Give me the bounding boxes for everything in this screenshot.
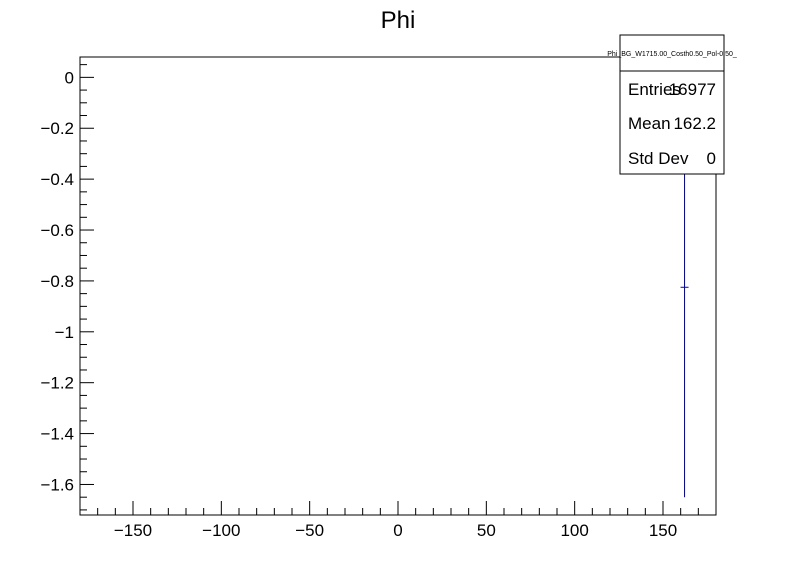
x-tick-label: −100	[202, 521, 240, 540]
y-tick-label: −1	[55, 323, 74, 342]
x-tick-label: −50	[295, 521, 324, 540]
stats-stddev-value: 0	[707, 149, 716, 168]
x-tick-label: −150	[114, 521, 152, 540]
stats-stddev-label: Std Dev	[628, 149, 689, 168]
chart-title: Phi	[381, 7, 416, 34]
x-tick-label: 50	[477, 521, 496, 540]
y-tick-label: −1.4	[40, 425, 74, 444]
stats-box: Phi_BG_W1715.00_Costh0.50_Pol-0.50_ Entr…	[607, 34, 737, 175]
stats-mean-label: Mean	[628, 114, 671, 133]
x-tick-label: 150	[649, 521, 677, 540]
stats-mean-value: 162.2	[673, 114, 716, 133]
y-axis: 0 −0.2 −0.4 −0.6 −0.8 −1 −1.2 −1.4 −1.6	[40, 64, 94, 511]
y-tick-label: −0.4	[40, 170, 74, 189]
y-tick-label: −1.6	[40, 475, 74, 494]
stats-entries-value: 16977	[669, 80, 716, 99]
stats-entries-label: Entries	[628, 80, 681, 99]
y-tick-label: 0	[65, 68, 74, 87]
x-axis: −150 −100 −50 0 50 100 150	[97, 501, 699, 540]
stats-box-frame	[619, 34, 725, 175]
y-tick-label: −0.8	[40, 272, 74, 291]
x-tick-label: 0	[393, 521, 402, 540]
x-tick-label: 100	[560, 521, 588, 540]
y-tick-label: −0.6	[40, 221, 74, 240]
stats-histogram-name: Phi_BG_W1715.00_Costh0.50_Pol-0.50_	[607, 51, 737, 58]
y-tick-label: −1.2	[40, 374, 74, 393]
y-tick-label: −0.2	[40, 119, 74, 138]
